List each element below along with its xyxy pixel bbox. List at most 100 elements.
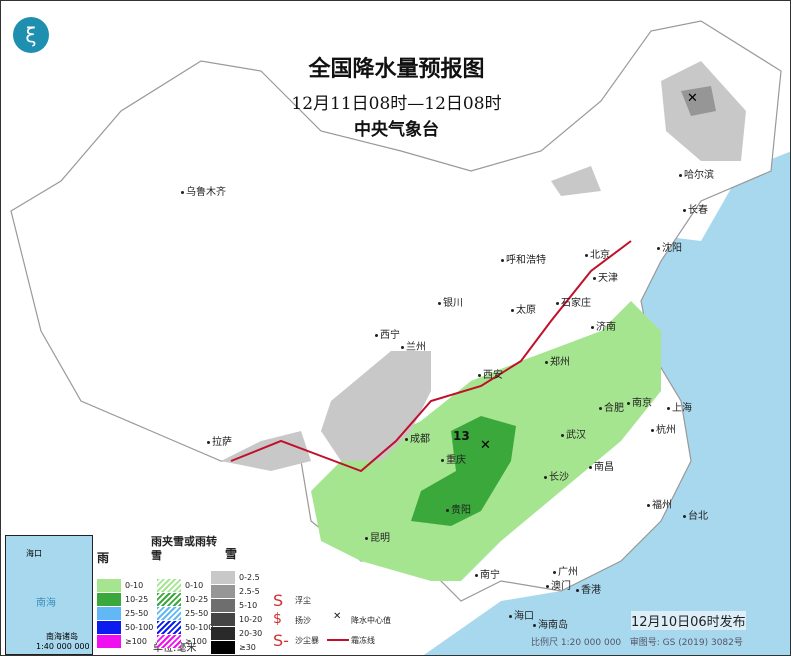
city-label: 济南 — [591, 318, 616, 333]
city-label: 拉萨 — [207, 433, 232, 448]
legend-swatch-snow — [211, 627, 235, 640]
legend-swatch-snow — [211, 599, 235, 612]
legend-swatch-mixed — [157, 607, 181, 620]
legend-label: 浮尘 — [295, 596, 311, 605]
legend-swatch-snow — [211, 571, 235, 584]
inset-scale: 1:40 000 000 — [36, 642, 90, 651]
legend-label-snow: 5-10 — [239, 601, 258, 610]
legend-label-rain: 10-25 — [125, 595, 149, 604]
legend-label: 扬沙 — [295, 616, 311, 625]
city-label: 银川 — [438, 294, 463, 309]
cma-logo: ξ — [13, 17, 49, 53]
legend-swatch-snow — [211, 613, 235, 626]
legend-swatch-snow — [211, 641, 235, 654]
city-label: 沈阳 — [657, 239, 682, 254]
inset-label: 南海诸岛 — [46, 632, 78, 641]
city-label: 台北 — [683, 507, 708, 522]
legend-swatch-rain — [97, 579, 121, 592]
city-label: 长春 — [683, 201, 708, 216]
map-title: 全国降水量预报图 — [308, 56, 485, 82]
scale: 比例尺 1:20 000 000 — [531, 638, 622, 648]
legend-label-snow: 0-2.5 — [239, 573, 260, 582]
city-label: 贵阳 — [446, 501, 471, 516]
shear-line-icon — [327, 639, 349, 641]
legend-swatch-mixed — [157, 621, 181, 634]
city-label: 呼和浩特 — [501, 251, 546, 266]
city-label: 石家庄 — [556, 294, 591, 309]
legend-mixed-title: 雨夹雪或雨转雪 — [151, 535, 217, 562]
sea — [423, 151, 790, 655]
legend-snow-title: 雪 — [225, 547, 238, 561]
blowing-sand-icon: $ — [273, 611, 282, 627]
sandstorm-icon: S- — [273, 631, 289, 650]
precip-center-value: 13 — [453, 429, 470, 443]
city-label: 海南岛 — [533, 616, 568, 631]
legend-swatch-snow — [211, 585, 235, 598]
legend-label-rain: 25-50 — [125, 609, 149, 618]
legend-rain-title: 雨 — [97, 551, 110, 565]
precip-center-x-icon: ✕ — [480, 438, 491, 453]
scale-and-review: 比例尺 1:20 000 000 审图号: GS (2019) 3082号 — [531, 635, 743, 648]
city-label: 南宁 — [475, 566, 500, 581]
inset-label: 海口 — [26, 549, 42, 558]
legend-swatch-mixed — [157, 579, 181, 592]
floating-dust-icon: S — [273, 591, 284, 610]
south-china-sea-inset: 海口 南海 南海诸岛 1:40 000 000 — [5, 535, 93, 655]
legend-label-mixed: 10-25 — [185, 595, 209, 604]
snow-area-inner-mongolia — [551, 166, 601, 196]
legend-label-rain: 50-100 — [125, 623, 154, 632]
legend-label-snow: 2.5-5 — [239, 587, 260, 596]
legend-swatch-rain — [97, 607, 121, 620]
snow-heavier-northeast — [681, 86, 716, 116]
legend-swatch-rain — [97, 635, 121, 648]
legend-label-rain: ≥100 — [125, 637, 147, 646]
legend-label-snow: 20-30 — [239, 629, 263, 638]
review-number: 审图号: GS (2019) 3082号 — [629, 638, 743, 648]
snow-area-south — [221, 431, 311, 471]
city-label: 昆明 — [365, 529, 390, 544]
city-label: 澳门 — [546, 577, 571, 592]
city-label: 长沙 — [544, 468, 569, 483]
city-label: 南昌 — [589, 458, 614, 473]
legend-label-snow: ≥30 — [239, 643, 256, 652]
legend-label-mixed: 25-50 — [185, 609, 209, 618]
city-label: 西宁 — [375, 326, 400, 341]
legend-label: 霜冻线 — [351, 636, 375, 645]
legend-label-mixed: 0-10 — [185, 581, 204, 590]
issue-time: 12月10日06时发布 — [631, 611, 746, 630]
city-label: 南京 — [627, 394, 652, 409]
city-label: 重庆 — [441, 451, 466, 466]
inset-label: 南海 — [36, 598, 56, 609]
legend: 雨 雨夹雪或雨转雪 雪 单位:毫米 0-10 10-25 25-50 50-100 ≥1… — [93, 535, 293, 654]
city-label: 福州 — [647, 496, 672, 511]
legend-swatch-rain — [97, 621, 121, 634]
legend-symbols: S 浮尘 $ 扬沙 S- 沙尘暴 ✕ 降水中心值 霜冻线 — [271, 591, 411, 651]
city-label: 广州 — [553, 563, 578, 578]
city-label: 郑州 — [545, 353, 570, 368]
city-label: 西安 — [478, 366, 503, 381]
city-label: 成都 — [405, 430, 430, 445]
city-label: 武汉 — [561, 426, 586, 441]
forecast-period: 12月11日08时—12日08时 — [291, 94, 502, 114]
legend-label-rain: 0-10 — [125, 581, 144, 590]
legend-label-mixed: 50-100 — [185, 623, 214, 632]
city-label: 天津 — [593, 269, 618, 284]
legend-unit: 单位:毫米 — [153, 643, 197, 654]
legend-swatch-rain — [97, 593, 121, 606]
legend-label-mixed: ≥100 — [185, 637, 207, 646]
legend-label: 沙尘暴 — [295, 636, 319, 645]
city-label: 哈尔滨 — [679, 166, 714, 181]
city-label: 上海 — [667, 399, 692, 414]
legend-swatch-mixed — [157, 635, 181, 648]
city-label: 海口 — [509, 607, 534, 622]
precip-center-x-icon: ✕ — [687, 91, 698, 106]
city-label: 兰州 — [401, 338, 426, 353]
city-label: 合肥 — [599, 399, 624, 414]
city-label: 太原 — [511, 301, 536, 316]
legend-label: 降水中心值 — [351, 616, 391, 625]
city-label: 杭州 — [651, 421, 676, 436]
legend-label-snow: 10-20 — [239, 615, 263, 624]
city-label: 乌鲁木齐 — [181, 183, 226, 198]
